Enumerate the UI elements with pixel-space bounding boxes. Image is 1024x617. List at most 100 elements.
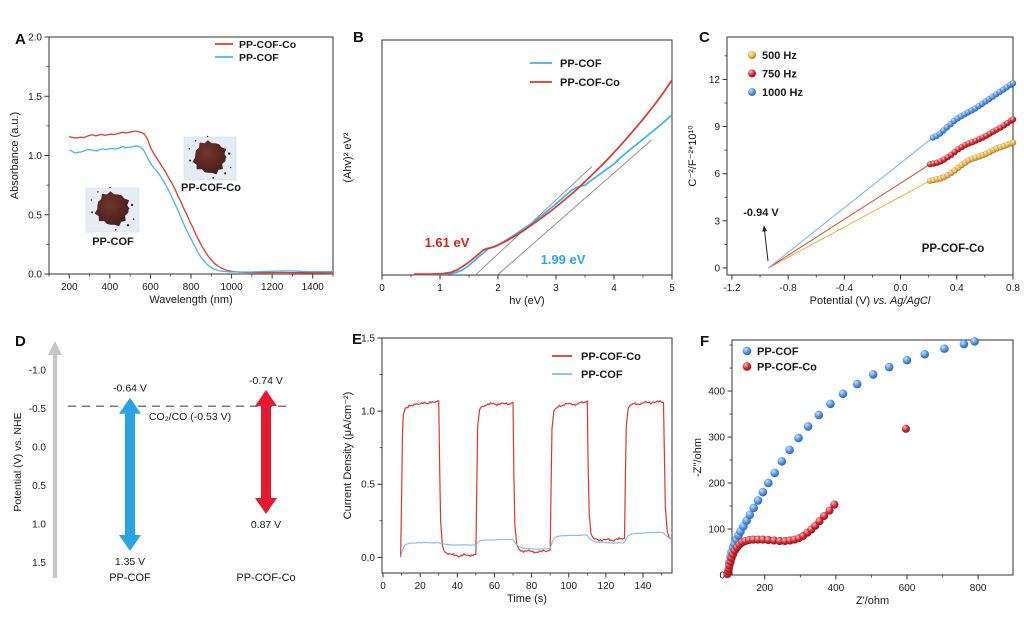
C-y-tick-label: 9 [714,122,720,133]
B-series-PP-COF [413,114,673,276]
A-x-axis-label: Wavelength (nm) [149,294,232,306]
C-x-tick-label: -0.4 [836,283,854,294]
C-x-tick-label: 0.8 [1006,283,1020,294]
D-potential-tick-label: -0.5 [29,404,47,415]
legend-sphere-swatch [742,346,752,356]
A-sample-photo-inset: PP-COF-Co [181,135,241,194]
E-legend: PP-COF-Co PP-COF [552,351,641,381]
C-y-tick-label: 6 [714,169,720,180]
F-y-tick-label: 100 [708,525,725,536]
F-y-tick-label: 400 [708,387,725,398]
F-x-tick-label: 400 [828,583,845,594]
A-y-tick-label: 1.0 [28,151,42,162]
B-x-tick-label: 3 [553,283,559,294]
C-plot-box [726,36,1014,276]
C-fit-line-2 [768,137,934,269]
co2-co-reference-label: CO₂/CO (-0.53 V) [149,411,231,423]
panel-letter-d: D [15,333,26,350]
E-y-tick-label: 1.0 [361,407,375,418]
D-potential-tick-label: 0.5 [32,481,46,492]
panel-a: 200 400 600 800 1000 1200 1400 0.0 0.5 1.0 1.5 2.0 W… [9,33,334,306]
C-x-tick-label: 0.0 [894,283,908,294]
panel-c: -1.2 -0.8 -0.4 0.0 0.4 0.8 0 3 6 9 12 Potential (V)… [687,36,1020,307]
powder-sample [94,191,130,227]
A-x-tick-label: 600 [142,282,159,293]
F-x-tick-label: 200 [756,583,773,594]
panel-letter-f: F [700,333,710,350]
E-x-tick-label: 0 [380,581,386,592]
E-x-tick-label: 120 [598,581,615,592]
E-series-PP-COF-Co [400,400,672,558]
potential-axis-arrow [52,353,58,578]
A-y-tick-label: 1.5 [28,92,42,103]
legend-sphere-swatch [742,362,752,371]
A-x-tick-label: 1200 [261,282,284,293]
C-fit-line-0 [768,180,931,269]
E-x-tick-label: 80 [526,581,538,592]
panel-letter-e: E [352,331,363,348]
E-series-PP-COF [400,531,672,558]
E-x-tick-label: 140 [635,581,652,592]
legend-sphere-swatch [747,87,757,97]
panel-letter-a: A [15,31,26,48]
C-y-tick-label: 0 [714,263,720,274]
A-sample-photo-inset: PP-COF [85,186,140,248]
legend-label: PP-COF-Co [581,351,641,363]
E-y-tick-label: 1.5 [361,334,375,345]
F-y-tick-label: 0 [719,571,725,582]
D-y-axis-label: Potential (V) vs. NHE [12,412,24,511]
legend-label: PP-COF [757,346,799,358]
C-y-tick-label: 3 [714,216,720,227]
B-x-tick-label: 4 [611,283,617,294]
E-plot-box [381,337,673,574]
A-series-PP-COF [68,145,334,273]
E-y-axis-label: Current Density (μA/cm⁻²) [342,392,354,520]
C-annotation: -0.94 V [743,207,779,219]
E-y-tick-label: 0.0 [361,553,375,564]
C-legend: 500 Hz 750 Hz 1000 Hz [747,50,803,99]
A-x-tick-label: 400 [102,282,119,293]
F-x-tick-label: 800 [970,583,987,594]
E-x-tick-label: 60 [489,581,501,592]
D-potential-tick-label: 0.0 [32,443,46,454]
legend-label: 1000 Hz [762,87,803,99]
cb-potential-label: -0.64 V [113,383,147,395]
powder-sample [192,140,227,175]
C-series-500 Hz [926,139,1017,185]
F-y-tick-label: 300 [708,433,725,444]
panel-letter-b: B [353,29,364,46]
A-x-tick-label: 800 [183,282,200,293]
panel-letter-c: C [699,29,710,46]
legend-sphere-swatch [747,69,757,78]
vb-potential-label: 1.35 V [115,556,145,568]
panel-e: 0 20 40 60 80 100 120 140 0.0 0.5 1.0 1.5 Time (s) Cu… [342,334,673,605]
C-x-tick-label: -1.2 [723,283,741,294]
band-gap-arrow-pp-cof [119,397,141,551]
B-y-axis-label: (Ahv)² eV² [342,132,354,182]
legend-label: PP-COF-Co [757,361,817,373]
B-x-tick-label: 5 [669,283,675,294]
A-y-tick-label: 2.0 [28,33,42,44]
legend-label: PP-COF [560,58,602,70]
E-y-tick-label: 0.5 [361,480,375,491]
D-potential-tick-label: -1.0 [29,366,47,377]
B-annotation: 1.99 eV [541,252,586,267]
E-x-tick-label: 20 [415,581,427,592]
panel-b: 0 1 2 3 4 5 hv (eV) (Ahv)² eV² PP-COF PP-COF-Co 1.… [342,39,675,307]
F-y-axis-label: -Z''/ohm [692,438,704,477]
C-fit-line-1 [768,163,931,269]
panel-f: 200 400 600 800 0 100 200 300 400 Z'/ohm -Z''/ohm P… [692,336,1014,607]
material-caption: PP-COF-Co [236,572,295,584]
A-x-tick-label: 200 [61,282,78,293]
B-x-tick-label: 0 [379,283,385,294]
E-x-axis-label: Time (s) [507,593,547,605]
B-series-PP-COF-Co [413,79,673,275]
C-annotation-arrow [762,225,769,262]
A-y-tick-label: 0.0 [28,270,42,281]
legend-label: PP-COF-Co [560,77,620,89]
C-y-axis-label: C⁻²/F⁻²*10¹⁰ [687,125,699,187]
material-caption: PP-COF [109,572,151,584]
A-inset-label: PP-COF-Co [181,182,241,194]
